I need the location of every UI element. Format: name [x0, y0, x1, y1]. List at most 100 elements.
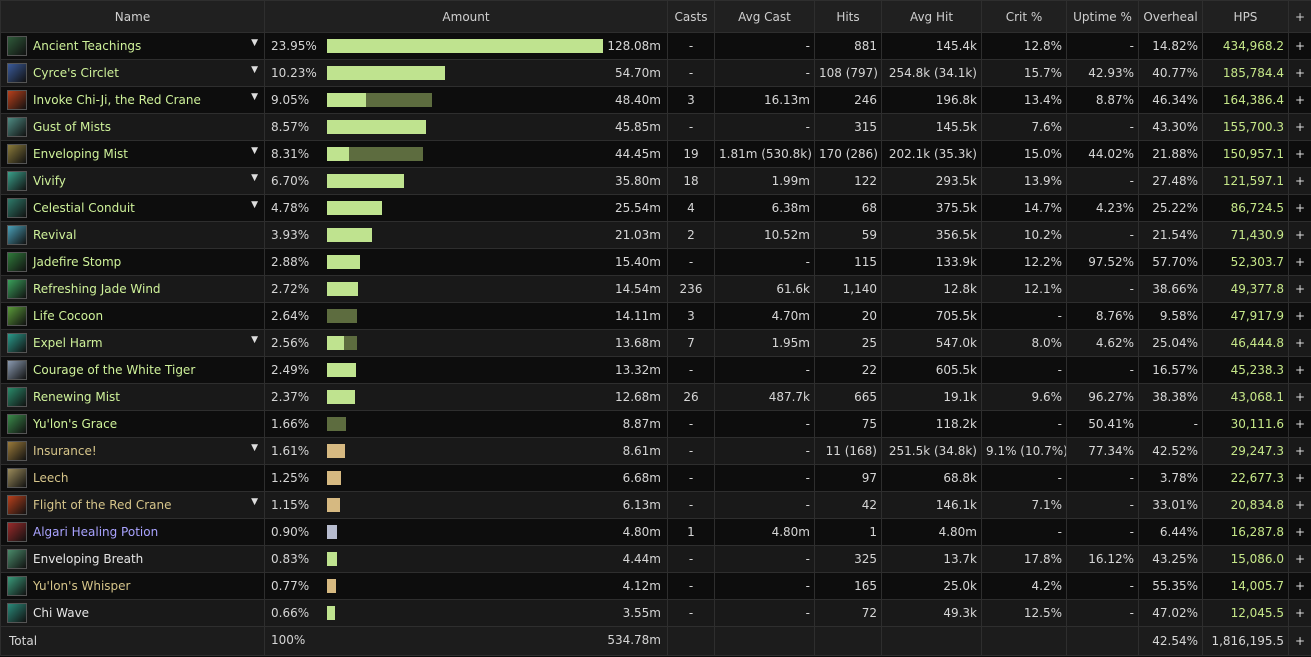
spell-name[interactable]: Insurance! — [33, 444, 97, 458]
spell-name-cell[interactable]: Jadefire Stomp — [0, 248, 265, 276]
spell-name[interactable]: Algari Healing Potion — [33, 525, 159, 539]
table-row[interactable]: Leech 1.25% 6.68m - -97 68.8k - -3.78% 22,677.3 + — [0, 464, 1311, 492]
spell-name[interactable]: Cyrce's Circlet — [33, 66, 119, 80]
spell-name-cell[interactable]: Courage of the White Tiger — [0, 356, 265, 384]
spell-name[interactable]: Leech — [33, 471, 69, 485]
table-row[interactable]: Renewing Mist 2.37% 12.68m 26 487.7k 665 19.1k… — [0, 383, 1311, 411]
row-expand-button[interactable]: + — [1288, 221, 1311, 249]
row-expand-button[interactable]: + — [1288, 437, 1311, 465]
col-crit-header[interactable]: Crit % — [981, 0, 1067, 33]
spell-name-cell[interactable]: Insurance! ▼ — [0, 437, 265, 465]
table-row[interactable]: Expel Harm ▼ 2.56% 13.68m 7 1.95m 25 547.0k 8.0%… — [0, 329, 1311, 357]
row-expand-button[interactable]: + — [1288, 194, 1311, 222]
table-row[interactable]: Chi Wave 0.66% 3.55m - -72 49.3k 12.5% -47.02% 1… — [0, 599, 1311, 627]
table-row[interactable]: Yu'lon's Whisper 0.77% 4.12m - -165 25.0k 4.2%… — [0, 572, 1311, 600]
spell-name[interactable]: Celestial Conduit — [33, 201, 135, 215]
spell-name-cell[interactable]: Yu'lon's Whisper — [0, 572, 265, 600]
spell-name-cell[interactable]: Enveloping Breath — [0, 545, 265, 573]
spell-name[interactable]: Chi Wave — [33, 606, 90, 620]
expand-arrow-icon[interactable]: ▼ — [251, 335, 258, 345]
spell-name[interactable]: Invoke Chi-Ji, the Red Crane — [33, 93, 201, 107]
spell-name-cell[interactable]: Ancient Teachings ▼ — [0, 32, 265, 60]
col-casts-header[interactable]: Casts — [667, 0, 715, 33]
spell-name-cell[interactable]: Celestial Conduit ▼ — [0, 194, 265, 222]
row-expand-button[interactable]: + — [1288, 275, 1311, 303]
spell-name-cell[interactable]: Yu'lon's Grace — [0, 410, 265, 438]
spell-name-cell[interactable]: Enveloping Mist ▼ — [0, 140, 265, 168]
table-row[interactable]: Insurance! ▼ 1.61% 8.61m - -11 (168) 251.5k (3… — [0, 437, 1311, 465]
row-expand-button[interactable]: + — [1288, 410, 1311, 438]
row-expand-button[interactable]: + — [1288, 599, 1311, 627]
row-expand-button[interactable]: + — [1288, 59, 1311, 87]
col-name-header[interactable]: Name — [0, 0, 265, 33]
spell-name-cell[interactable]: Expel Harm ▼ — [0, 329, 265, 357]
spell-name[interactable]: Flight of the Red Crane — [33, 498, 172, 512]
spell-name-cell[interactable]: Gust of Mists — [0, 113, 265, 141]
col-amount-header[interactable]: Amount — [264, 0, 668, 33]
row-expand-button[interactable]: + — [1288, 248, 1311, 276]
col-uptime-header[interactable]: Uptime % — [1066, 0, 1139, 33]
expand-all-button[interactable]: + — [1288, 0, 1311, 33]
col-hits-header[interactable]: Hits — [814, 0, 882, 33]
row-expand-button[interactable]: + — [1288, 329, 1311, 357]
table-row[interactable]: Refreshing Jade Wind 2.72% 14.54m 236 61.6k 1… — [0, 275, 1311, 303]
row-expand-button[interactable]: + — [1288, 302, 1311, 330]
expand-arrow-icon[interactable]: ▼ — [251, 65, 258, 75]
spell-name-cell[interactable]: Flight of the Red Crane ▼ — [0, 491, 265, 519]
table-row[interactable]: Gust of Mists 8.57% 45.85m - -315 145.5k 7.6% -… — [0, 113, 1311, 141]
row-expand-button[interactable]: + — [1288, 464, 1311, 492]
row-expand-button[interactable]: + — [1288, 113, 1311, 141]
spell-name-cell[interactable]: Chi Wave — [0, 599, 265, 627]
table-row[interactable]: Courage of the White Tiger 2.49% 13.32m - -2… — [0, 356, 1311, 384]
row-expand-button[interactable]: + — [1288, 140, 1311, 168]
row-expand-button[interactable]: + — [1288, 572, 1311, 600]
row-expand-button[interactable]: + — [1288, 383, 1311, 411]
spell-name[interactable]: Expel Harm — [33, 336, 103, 350]
spell-name[interactable]: Gust of Mists — [33, 120, 111, 134]
table-row[interactable]: Life Cocoon 2.64% 14.11m 3 4.70m 20 705.5k -8.7… — [0, 302, 1311, 330]
expand-arrow-icon[interactable]: ▼ — [251, 92, 258, 102]
expand-arrow-icon[interactable]: ▼ — [251, 173, 258, 183]
spell-name[interactable]: Enveloping Mist — [33, 147, 128, 161]
table-row[interactable]: Flight of the Red Crane ▼ 1.15% 6.13m - -42 14… — [0, 491, 1311, 519]
table-row[interactable]: Enveloping Breath 0.83% 4.44m - -325 13.7k 17.… — [0, 545, 1311, 573]
spell-name-cell[interactable]: Life Cocoon — [0, 302, 265, 330]
spell-name[interactable]: Ancient Teachings — [33, 39, 142, 53]
table-row[interactable]: Celestial Conduit ▼ 4.78% 25.54m 4 6.38m 68 375… — [0, 194, 1311, 222]
spell-name[interactable]: Yu'lon's Grace — [33, 417, 118, 431]
row-expand-button[interactable]: + — [1288, 86, 1311, 114]
row-expand-button[interactable]: + — [1288, 356, 1311, 384]
spell-name-cell[interactable]: Leech — [0, 464, 265, 492]
spell-name[interactable]: Courage of the White Tiger — [33, 363, 196, 377]
spell-name[interactable]: Renewing Mist — [33, 390, 120, 404]
spell-name[interactable]: Jadefire Stomp — [33, 255, 122, 269]
spell-name[interactable]: Refreshing Jade Wind — [33, 282, 161, 296]
spell-name[interactable]: Yu'lon's Whisper — [33, 579, 131, 593]
expand-arrow-icon[interactable]: ▼ — [251, 200, 258, 210]
table-row[interactable]: Enveloping Mist ▼ 8.31% 44.45m 19 1.81m (530.… — [0, 140, 1311, 168]
table-row[interactable]: Revival 3.93% 21.03m 2 10.52m 59 356.5k 10.2% -2… — [0, 221, 1311, 249]
expand-arrow-icon[interactable]: ▼ — [251, 497, 258, 507]
spell-name-cell[interactable]: Renewing Mist — [0, 383, 265, 411]
col-overheal-header[interactable]: Overheal — [1138, 0, 1203, 33]
table-row[interactable]: Ancient Teachings ▼ 23.95% 128.08m - -881 145.… — [0, 32, 1311, 60]
spell-name-cell[interactable]: Refreshing Jade Wind — [0, 275, 265, 303]
table-row[interactable]: Jadefire Stomp 2.88% 15.40m - -115 133.9k 12.2… — [0, 248, 1311, 276]
table-row[interactable]: Algari Healing Potion 0.90% 4.80m 1 4.80m 1 4.… — [0, 518, 1311, 546]
row-expand-button[interactable]: + — [1288, 167, 1311, 195]
table-row[interactable]: Invoke Chi-Ji, the Red Crane ▼ 9.05% 48.40m… — [0, 86, 1311, 114]
col-avg-hit-header[interactable]: Avg Hit — [881, 0, 982, 33]
spell-name-cell[interactable]: Algari Healing Potion — [0, 518, 265, 546]
table-row[interactable]: Cyrce's Circlet ▼ 10.23% 54.70m - -108 (797) 2… — [0, 59, 1311, 87]
spell-name-cell[interactable]: Invoke Chi-Ji, the Red Crane ▼ — [0, 86, 265, 114]
row-expand-button[interactable]: + — [1288, 491, 1311, 519]
spell-name-cell[interactable]: Cyrce's Circlet ▼ — [0, 59, 265, 87]
total-expand-button[interactable]: + — [1288, 626, 1311, 656]
spell-name[interactable]: Enveloping Breath — [33, 552, 144, 566]
expand-arrow-icon[interactable]: ▼ — [251, 443, 258, 453]
col-hps-header[interactable]: HPS — [1202, 0, 1289, 33]
expand-arrow-icon[interactable]: ▼ — [251, 146, 258, 156]
col-avg-cast-header[interactable]: Avg Cast — [714, 0, 815, 33]
row-expand-button[interactable]: + — [1288, 545, 1311, 573]
table-row[interactable]: Yu'lon's Grace 1.66% 8.87m - -75 118.2k -50.41… — [0, 410, 1311, 438]
